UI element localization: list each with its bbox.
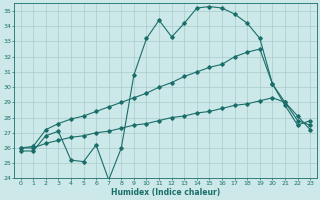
X-axis label: Humidex (Indice chaleur): Humidex (Indice chaleur) xyxy=(111,188,220,197)
